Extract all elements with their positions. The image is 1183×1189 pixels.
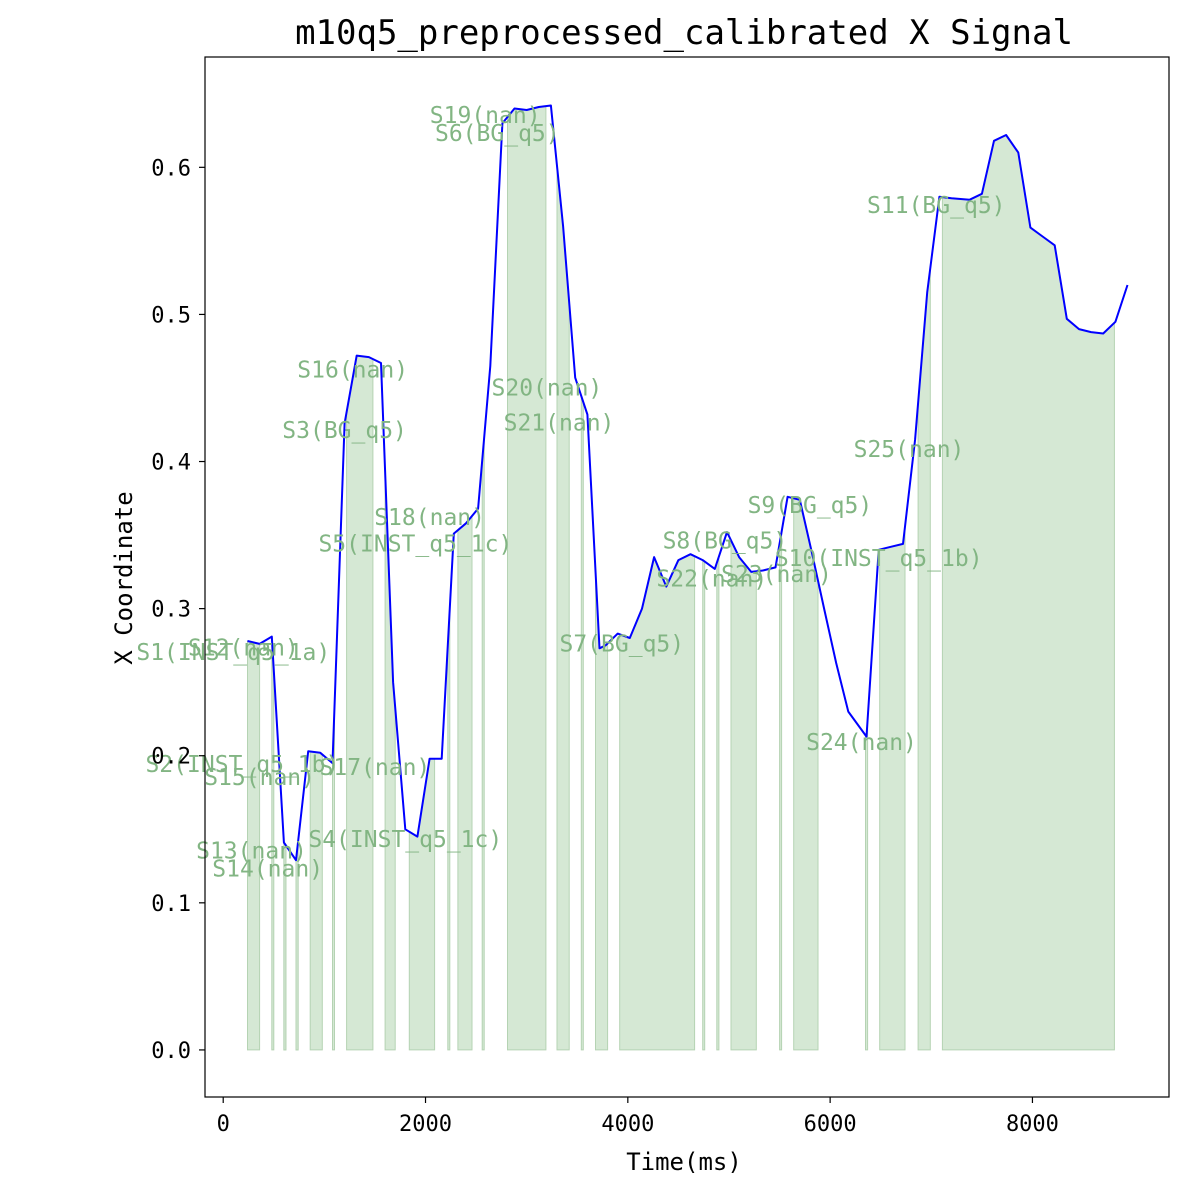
segment-label-16: S19(nan) (430, 103, 541, 129)
segment-label-24: S25(nan) (854, 437, 965, 463)
plot-frame (204, 56, 1170, 1098)
segment-labels: S1(INST_q5_1a)S12(nan) S2(INST_q5_1b)S15(… (136, 103, 1005, 882)
chart-title: m10q5_preprocessed_calibrated X Signal (295, 13, 1073, 53)
segment-label-10: S16(nan) (297, 358, 408, 384)
segment-label-6: S4(INST_q5_1c) (308, 827, 502, 853)
y-tick-label: 0.0 (151, 1039, 191, 1064)
y-tick-label: 0.4 (151, 451, 191, 476)
segment-fill-23 (779, 532, 783, 1051)
segment-label-20: S23(nan) (721, 562, 832, 588)
segment-label-21: S9(BG_q5) (748, 493, 873, 519)
segment-label-9: S3(BG_q5) (282, 418, 407, 444)
y-tick-label: 0.5 (151, 303, 191, 328)
segment-label-15: S6(BG_q5) (435, 121, 560, 147)
series-line-group (247, 104, 1129, 862)
y-tick-label: 0.1 (151, 892, 191, 917)
x-axis-label: Time(ms) (626, 1148, 742, 1176)
segment-label-3: S2(INST_q5_1b) (145, 752, 339, 778)
segment-label-25: S11(BG_q5) (867, 193, 1005, 219)
y-axis-ticks: 0.0 0.1 0.2 0.3 0.4 0.5 0.6 (151, 156, 205, 1064)
series-line (247, 104, 1129, 862)
segment-fill-22 (730, 540, 757, 1051)
x-tick-label: 6000 (804, 1112, 857, 1137)
segment-label-18: S22(nan) (656, 567, 767, 593)
segment-label-7: S13(nan) (196, 839, 307, 865)
x-tick-label: 0 (217, 1112, 230, 1137)
segment-fill-25 (865, 720, 869, 1051)
segment-fill-16 (556, 165, 570, 1051)
segment-fill-21 (716, 556, 720, 1051)
segment-label-11: S5(INST_q5_1c) (318, 531, 512, 557)
segment-fill-9 (346, 355, 374, 1051)
segment-fill-20 (702, 559, 706, 1051)
segment-fill-26 (879, 526, 906, 1051)
segment-label-14: S21(nan) (504, 411, 615, 437)
segment-label-23: S24(nan) (806, 730, 917, 756)
segment-fill-15 (507, 105, 547, 1051)
segment-fill-5 (309, 751, 323, 1051)
segment-label-13: S20(nan) (492, 375, 603, 401)
x-tick-label: 8000 (1006, 1112, 1059, 1137)
segment-label-5: S17(nan) (320, 755, 431, 781)
segment-label-22: S10(INST_q5_1b) (775, 546, 983, 572)
segment-fill-13 (457, 514, 473, 1051)
segment-label-19: S8(BG_q5) (663, 528, 788, 554)
segment-fill-17 (580, 395, 584, 1051)
x-tick-label: 2000 (399, 1112, 452, 1137)
segment-label-1: S1(INST_q5_1a) (136, 640, 330, 666)
segment-label-2: S12(nan) (188, 636, 299, 662)
x-tick-label: 4000 (601, 1112, 654, 1137)
y-tick-label: 0.6 (151, 156, 191, 181)
y-tick-label: 0.3 (151, 598, 191, 623)
segment-label-8: S14(nan) (212, 856, 323, 882)
y-tick-label: 0.2 (151, 745, 191, 770)
x-axis-ticks: 0 2000 4000 6000 8000 (217, 1097, 1059, 1137)
segment-label-17: S7(BG_q5) (559, 631, 684, 657)
y-axis-label: X Coordinate (110, 491, 138, 664)
segment-label-4: S15(nan) (204, 765, 315, 791)
segment-fills (247, 105, 1115, 1051)
segment-label-12: S18(nan) (374, 505, 485, 531)
